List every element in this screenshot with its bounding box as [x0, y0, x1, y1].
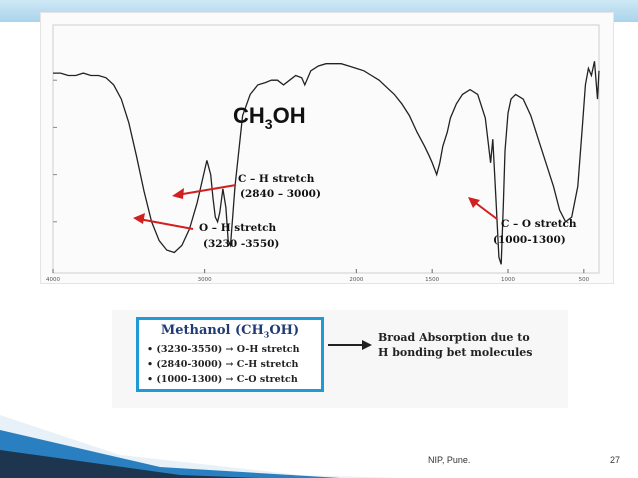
broad-absorption-note: Broad Absorption due to H bonding bet mo… — [378, 330, 532, 360]
ch-stretch-annotation: C – H stretch (2840 – 3000) — [172, 173, 321, 200]
summary-title: Methanol (CH3OH) — [160, 323, 300, 340]
oh-stretch-arrowhead — [133, 213, 145, 224]
x-tick-label: 1000 — [501, 277, 515, 283]
y-axis-ticks — [53, 79, 57, 223]
summary-line-ch: • (2840-3000) → C-H stretch — [147, 358, 299, 370]
methanol-summary-box: Methanol (CH3OH) • (3230-3550) → O-H str… — [136, 317, 324, 392]
oh-stretch-range: (3230 -3550) — [203, 238, 279, 250]
plot-frame — [52, 24, 600, 274]
x-axis-ticks: 4000 3000 2000 1500 1000 500 — [46, 269, 590, 283]
oh-stretch-label: O – H stretch — [199, 222, 277, 234]
x-tick-label: 1500 — [425, 277, 439, 283]
ch-stretch-label: C – H stretch — [238, 173, 315, 185]
ch-stretch-range: (2840 – 3000) — [240, 188, 321, 200]
co-stretch-annotation: C – O stretch (1000-1300) — [468, 197, 577, 246]
co-stretch-label: C – O stretch — [501, 218, 577, 230]
ir-spectrum-chart: 4000 3000 2000 1500 1000 500 CH3OH C – H stre… — [46, 24, 600, 283]
x-tick-label: 3000 — [198, 277, 212, 283]
summary-line-co: • (1000-1300) → C-O stretch — [147, 373, 298, 385]
co-stretch-arrowhead — [468, 197, 480, 208]
x-tick-label: 4000 — [46, 277, 60, 283]
summary-line-oh: • (3230-3550) → O-H stretch — [147, 343, 300, 355]
oh-stretch-annotation: O – H stretch (3230 -3550) — [133, 213, 279, 250]
chart-title: CH3OH — [233, 103, 306, 132]
ch-stretch-arrowhead — [172, 188, 184, 199]
spectrum-line — [53, 61, 600, 265]
ir-spectrum-panel: 4000 3000 2000 1500 1000 500 CH3OH C – H stre… — [40, 12, 614, 284]
note-line-1: Broad Absorption due to — [378, 331, 530, 344]
footer-credit: NIP, Pune. — [428, 455, 471, 465]
ch-stretch-arrow — [176, 184, 237, 196]
note-line-2: H bonding bet molecules — [378, 346, 533, 359]
co-stretch-range: (1000-1300) — [493, 234, 566, 246]
x-tick-label: 2000 — [349, 277, 363, 283]
x-tick-label: 500 — [579, 277, 590, 283]
bottom-decoration — [0, 415, 400, 478]
right-arrow-icon — [328, 340, 372, 350]
co-stretch-arrow — [472, 200, 498, 220]
page-number: 27 — [610, 455, 621, 465]
oh-stretch-arrow — [138, 218, 194, 230]
summary-panel: Methanol (CH3OH) • (3230-3550) → O-H str… — [112, 310, 568, 408]
